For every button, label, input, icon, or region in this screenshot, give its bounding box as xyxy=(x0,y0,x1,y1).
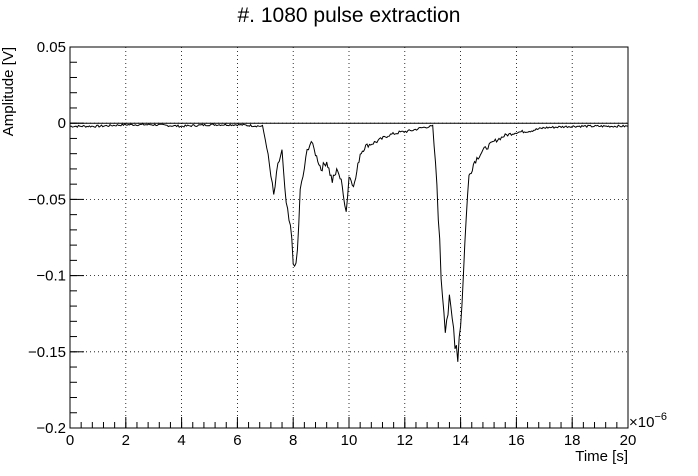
y-tick-label: −0.2 xyxy=(36,420,66,437)
chart-title: #. 1080 pulse extraction xyxy=(237,4,461,27)
x-axis-multiplier: ×10−6 xyxy=(629,411,667,431)
x-tick-label: 12 xyxy=(396,432,413,449)
grid-lines xyxy=(70,47,628,428)
x-tick-label: 2 xyxy=(122,432,130,449)
x-tick-label: 4 xyxy=(177,432,185,449)
x-axis-label: Time [s] xyxy=(575,448,628,465)
x-tick-label: 20 xyxy=(620,432,637,449)
x-tick-label: 14 xyxy=(452,432,469,449)
axis-ticks xyxy=(69,46,629,429)
y-tick-label: −0.15 xyxy=(28,344,66,361)
y-tick-label: 0.05 xyxy=(37,39,66,56)
x-tick-label: 16 xyxy=(508,432,525,449)
tick-labels: 0 2 4 6 8 10 12 14 16 18 20 −0.2 −0.15 −0.1 −0.05 0 0.05 xyxy=(28,39,636,449)
x-axis-multiplier-exponent: −6 xyxy=(654,411,667,423)
y-tick-label: 0 xyxy=(58,115,66,132)
x-tick-label: 6 xyxy=(233,432,241,449)
plot-frame xyxy=(69,46,629,429)
x-axis-multiplier-base: ×10 xyxy=(629,414,654,431)
x-tick-label: 0 xyxy=(66,432,74,449)
x-tick-label: 18 xyxy=(564,432,581,449)
series-line xyxy=(69,123,629,362)
y-tick-label: −0.1 xyxy=(36,268,66,285)
x-tick-label: 10 xyxy=(341,432,358,449)
x-tick-label: 8 xyxy=(289,432,297,449)
y-tick-label: −0.05 xyxy=(28,191,66,208)
y-axis-label: Amplitude [V] xyxy=(0,47,17,136)
